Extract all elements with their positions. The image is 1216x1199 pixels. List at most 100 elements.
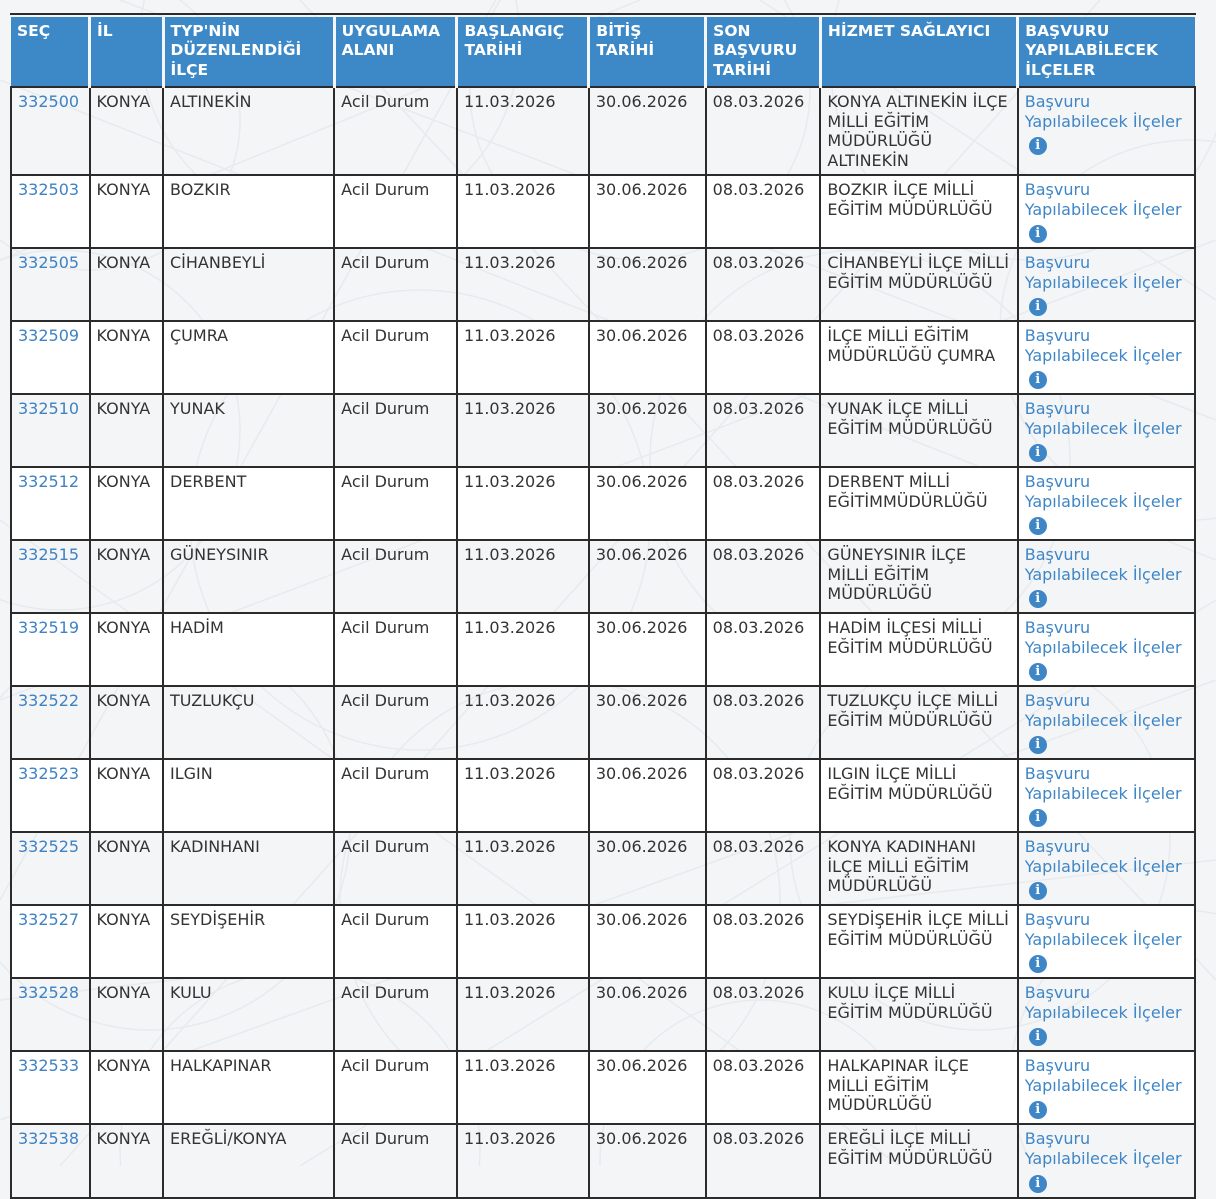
applicable-districts-link[interactable]: Başvuru Yapılabilecek İlçeler i — [1024, 253, 1182, 317]
cell-select: 332522 — [10, 685, 91, 761]
cell-last-application-date: 08.03.2026 — [704, 612, 822, 688]
cell-select: 332523 — [10, 758, 91, 834]
row-id-link[interactable]: 332538 — [18, 1129, 80, 1149]
info-icon[interactable]: i — [1028, 298, 1047, 317]
info-icon[interactable]: i — [1028, 1174, 1047, 1193]
info-icon[interactable]: i — [1028, 590, 1047, 609]
info-icon[interactable]: i — [1028, 809, 1047, 828]
cell-applicable-districts: Başvuru Yapılabilecek İlçeler i — [1016, 466, 1197, 542]
applicable-districts-link[interactable]: Başvuru Yapılabilecek İlçeler i — [1025, 92, 1182, 156]
cell-district: YUNAK — [161, 393, 336, 469]
column-header-application-area: UYGULAMA ALANI — [332, 17, 457, 87]
table-row: 332500 KONYA ALTINEKİN Acil Durum 11.03.… — [10, 85, 1197, 177]
info-icon[interactable]: i — [1028, 1101, 1047, 1120]
cell-select: 332528 — [10, 977, 91, 1053]
cell-last-application-date: 08.03.2026 — [704, 466, 822, 542]
info-icon[interactable]: i — [1028, 736, 1047, 755]
table-row: 332505 KONYA CİHANBEYLİ Acil Durum 11.03… — [10, 247, 1197, 323]
cell-last-application-date: 08.03.2026 — [704, 174, 822, 250]
cell-start-date: 11.03.2026 — [455, 831, 590, 907]
cell-start-date: 11.03.2026 — [455, 612, 590, 688]
cell-applicable-districts: Başvuru Yapılabilecek İlçeler i — [1016, 247, 1197, 323]
cell-start-date: 11.03.2026 — [455, 904, 590, 980]
row-id-link[interactable]: 332525 — [18, 837, 80, 857]
cell-end-date: 30.06.2026 — [587, 320, 707, 396]
row-id-link[interactable]: 332509 — [18, 326, 80, 346]
applicable-districts-link[interactable]: Başvuru Yapılabilecek İlçeler i — [1025, 180, 1182, 244]
cell-last-application-date: 08.03.2026 — [704, 320, 822, 396]
cell-last-application-date: 08.03.2026 — [704, 758, 822, 834]
row-id-link[interactable]: 332505 — [18, 253, 80, 273]
applicable-districts-link[interactable]: Başvuru Yapılabilecek İlçeler i — [1025, 399, 1182, 463]
cell-applicable-districts: Başvuru Yapılabilecek İlçeler i — [1016, 1050, 1197, 1126]
applicable-districts-link-label: Başvuru Yapılabilecek İlçeler — [1024, 618, 1182, 657]
cell-service-provider: KONYA ALTINEKİN İLÇE MİLLİ EĞİTİM MÜDÜRL… — [819, 85, 1019, 177]
row-id-link[interactable]: 332528 — [18, 983, 80, 1003]
cell-end-date: 30.06.2026 — [587, 831, 707, 907]
info-icon[interactable]: i — [1028, 225, 1047, 244]
row-id-link[interactable]: 332512 — [18, 472, 80, 492]
cell-province: KONYA — [88, 831, 165, 907]
info-icon[interactable]: i — [1028, 955, 1047, 974]
cell-select: 332525 — [10, 831, 91, 907]
cell-start-date: 11.03.2026 — [455, 85, 590, 177]
row-id-link[interactable]: 332527 — [18, 910, 80, 930]
cell-last-application-date: 08.03.2026 — [704, 831, 822, 907]
row-id-link[interactable]: 332523 — [18, 764, 80, 784]
cell-service-provider: BOZKIR İLÇE MİLLİ EĞİTİM MÜDÜRLÜĞÜ — [819, 174, 1019, 250]
cell-province: KONYA — [88, 758, 165, 834]
applicable-districts-link[interactable]: Başvuru Yapılabilecek İlçeler i — [1024, 764, 1182, 828]
info-icon[interactable]: i — [1028, 882, 1047, 901]
applicable-districts-link[interactable]: Başvuru Yapılabilecek İlçeler i — [1025, 691, 1182, 755]
row-id-link[interactable]: 332519 — [18, 618, 80, 638]
row-id-link[interactable]: 332510 — [18, 399, 80, 419]
cell-end-date: 30.06.2026 — [587, 1123, 707, 1199]
applicable-districts-link[interactable]: Başvuru Yapılabilecek İlçeler i — [1025, 326, 1182, 390]
cell-district: ILGIN — [161, 758, 336, 834]
info-icon[interactable]: i — [1028, 1028, 1047, 1047]
applicable-districts-link-label: Başvuru Yapılabilecek İlçeler — [1024, 545, 1182, 584]
cell-select: 332505 — [10, 247, 91, 323]
cell-end-date: 30.06.2026 — [587, 247, 707, 323]
row-id-link[interactable]: 332503 — [18, 180, 80, 200]
table-top-border — [10, 13, 1196, 15]
table-row: 332538 KONYA EREĞLİ/KONYA Acil Durum 11.… — [10, 1123, 1197, 1199]
applicable-districts-link-label: Başvuru Yapılabilecek İlçeler — [1024, 764, 1182, 803]
applicable-districts-link[interactable]: Başvuru Yapılabilecek İlçeler i — [1024, 983, 1182, 1047]
applicable-districts-link-label: Başvuru Yapılabilecek İlçeler — [1024, 983, 1182, 1022]
info-icon[interactable]: i — [1028, 137, 1047, 156]
row-id-link[interactable]: 332515 — [18, 545, 80, 565]
applicable-districts-link[interactable]: Başvuru Yapılabilecek İlçeler i — [1024, 910, 1182, 974]
cell-end-date: 30.06.2026 — [587, 85, 707, 177]
info-icon[interactable]: i — [1028, 371, 1047, 390]
cell-district: HALKAPINAR — [161, 1050, 336, 1126]
row-id-link[interactable]: 332522 — [18, 691, 80, 711]
cell-district: GÜNEYSINIR — [161, 539, 336, 615]
applicable-districts-link[interactable]: Başvuru Yapılabilecek İlçeler i — [1025, 1056, 1182, 1120]
cell-application-area: Acil Durum — [333, 393, 458, 469]
applicable-districts-link[interactable]: Başvuru Yapılabilecek İlçeler i — [1024, 545, 1182, 609]
row-id-link[interactable]: 332533 — [18, 1056, 80, 1076]
applicable-districts-link[interactable]: Başvuru Yapılabilecek İlçeler i — [1025, 837, 1182, 901]
info-icon[interactable]: i — [1028, 444, 1047, 463]
applicable-districts-link-label: Başvuru Yapılabilecek İlçeler — [1024, 253, 1182, 292]
cell-district: BOZKIR — [161, 174, 336, 250]
cell-district: KULU — [161, 977, 336, 1053]
cell-province: KONYA — [88, 1050, 165, 1126]
cell-application-area: Acil Durum — [333, 247, 458, 323]
applicable-districts-link[interactable]: Başvuru Yapılabilecek İlçeler i — [1025, 1129, 1182, 1193]
cell-select: 332512 — [10, 466, 91, 542]
cell-start-date: 11.03.2026 — [455, 977, 590, 1053]
info-icon[interactable]: i — [1028, 663, 1047, 682]
cell-end-date: 30.06.2026 — [587, 612, 707, 688]
cell-last-application-date: 08.03.2026 — [704, 393, 822, 469]
cell-application-area: Acil Durum — [333, 758, 458, 834]
info-icon[interactable]: i — [1028, 517, 1047, 536]
row-id-link[interactable]: 332500 — [18, 92, 80, 111]
cell-service-provider: İLÇE MİLLİ EĞİTİM MÜDÜRLÜĞÜ ÇUMRA — [819, 320, 1019, 396]
cell-application-area: Acil Durum — [333, 831, 458, 907]
applicable-districts-link[interactable]: Başvuru Yapılabilecek İlçeler i — [1025, 472, 1182, 536]
cell-province: KONYA — [88, 612, 165, 688]
applicable-districts-link[interactable]: Başvuru Yapılabilecek İlçeler i — [1024, 618, 1182, 682]
applicable-districts-link-label: Başvuru Yapılabilecek İlçeler — [1024, 910, 1182, 949]
